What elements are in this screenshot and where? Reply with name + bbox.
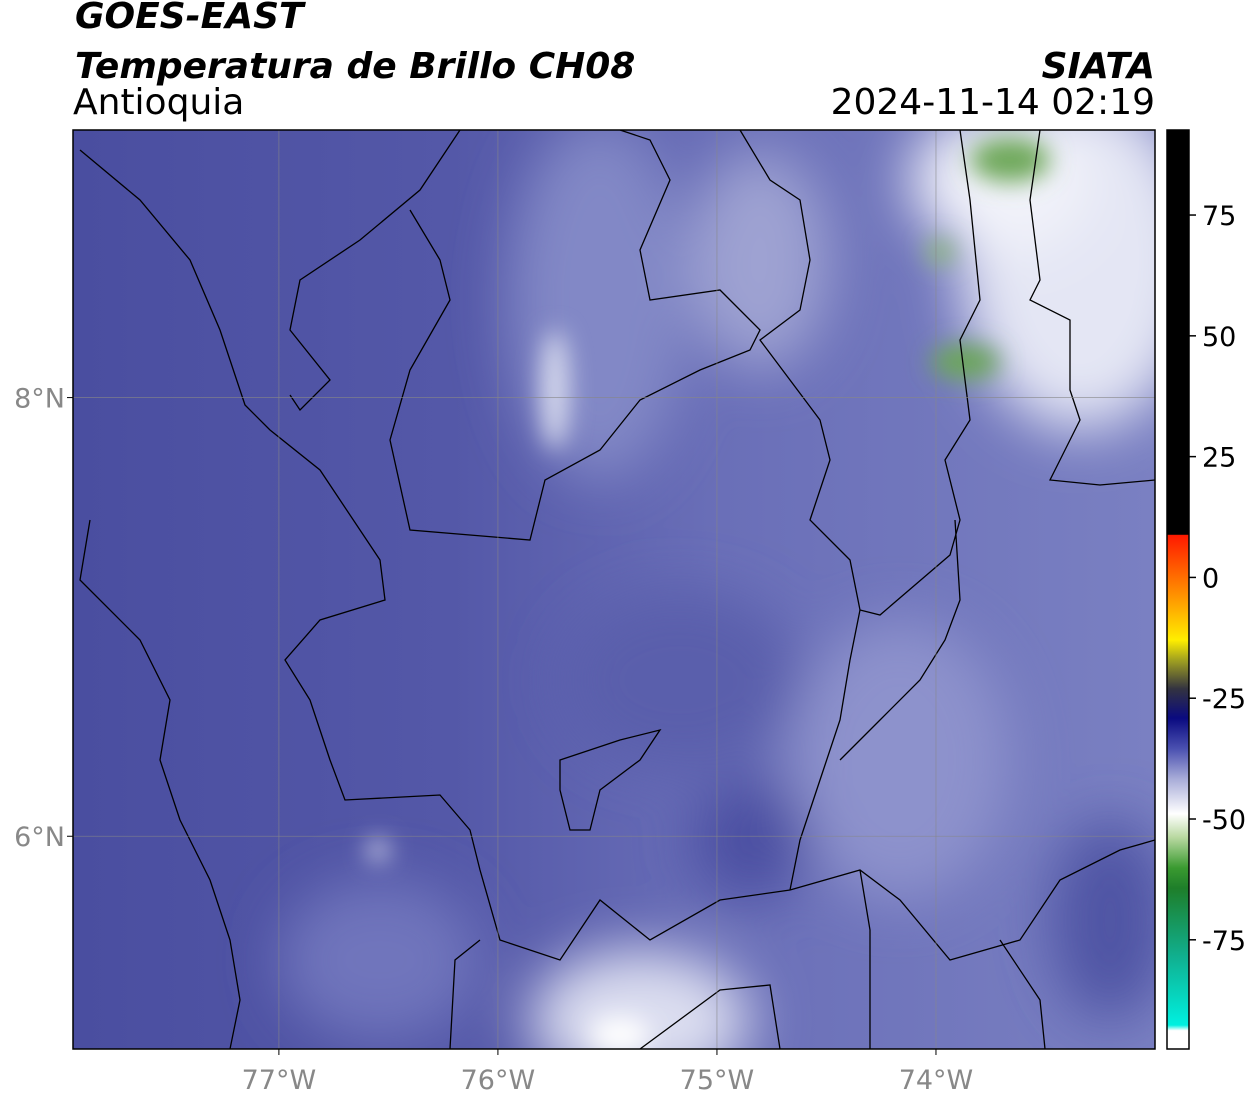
- x-tick-label: 74°W: [899, 1065, 974, 1096]
- colorbar-ticks: 75 50 25 0 -25 -50 -75: [1189, 201, 1246, 957]
- title: GOES-EAST: [75, 0, 306, 37]
- colorbar-tick-label: -75: [1202, 926, 1246, 957]
- colorbar-tick-label: 0: [1202, 563, 1219, 594]
- x-tick-label: 75°W: [680, 1065, 755, 1096]
- source: SIATA: [1042, 46, 1155, 87]
- map-frame: [72, 129, 1156, 1050]
- colorbar-tick-label: 50: [1202, 322, 1236, 353]
- subtitle: Temperatura de Brillo CH08: [75, 46, 635, 87]
- colorbar-tick-label: 75: [1202, 201, 1236, 232]
- colorbar: [1166, 129, 1190, 1050]
- x-tick-label: 77°W: [242, 1065, 317, 1096]
- colorbar-tick-label: -25: [1202, 684, 1246, 715]
- colorbar-tick-label: -50: [1202, 805, 1246, 836]
- y-tick-label: 8°N: [14, 384, 65, 415]
- map-image: [73, 130, 1155, 1049]
- colorbar-tick-label: 25: [1202, 443, 1236, 474]
- grid: [73, 130, 1155, 1049]
- x-tick-label: 76°W: [461, 1065, 536, 1096]
- region: Antioquia: [73, 82, 244, 123]
- y-tick-label: 6°N: [14, 822, 65, 853]
- datetime: 2024-11-14 02:19: [831, 82, 1155, 123]
